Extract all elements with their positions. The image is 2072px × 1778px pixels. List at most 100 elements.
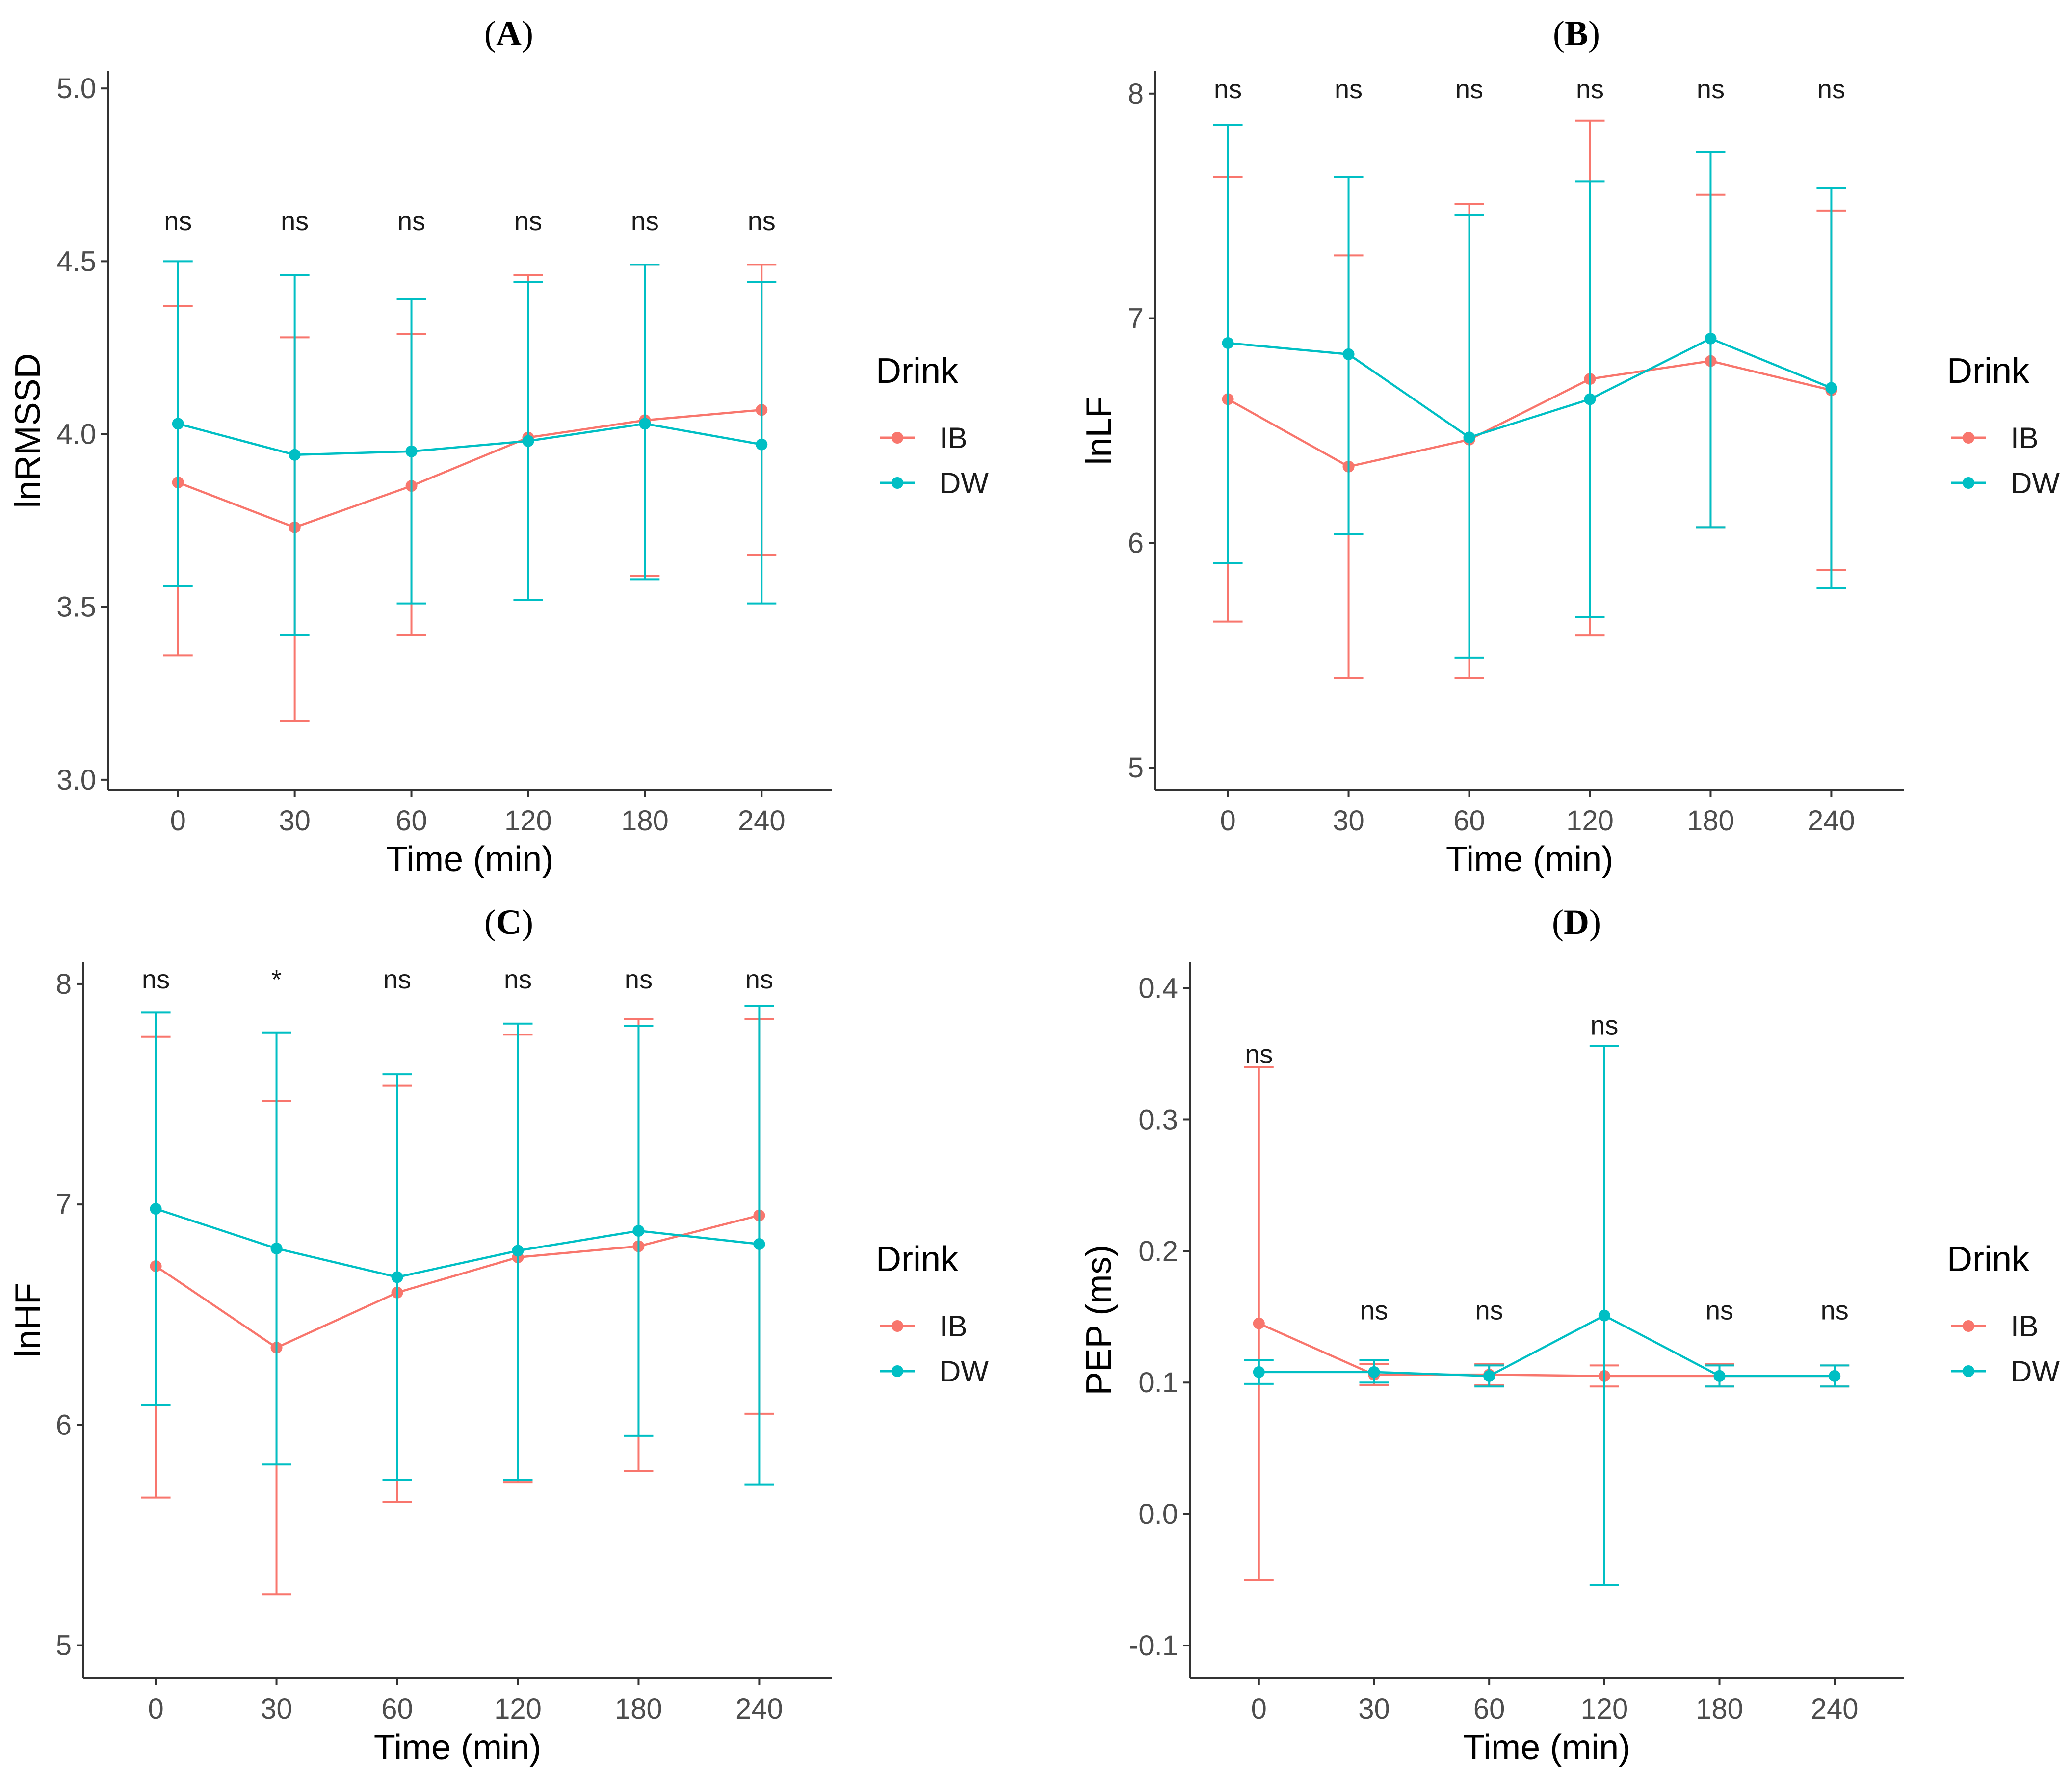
data-point <box>1584 393 1596 405</box>
legend: Drink IB DW <box>1947 351 2060 500</box>
y-tick-label: 7 <box>56 1189 72 1221</box>
legend-key-point <box>1963 1365 1974 1377</box>
significance-label: ns <box>631 207 659 236</box>
series-line <box>1259 1314 1835 1378</box>
data-point <box>1705 332 1717 345</box>
y-tick-label: 4.0 <box>56 419 96 451</box>
y-axis-title: lnHF <box>8 1283 48 1357</box>
data-point <box>1829 1370 1841 1382</box>
x-tick-label: 0 <box>1251 1693 1267 1725</box>
data-point <box>172 418 184 430</box>
y-tick-label: 0.2 <box>1138 1235 1178 1267</box>
legend-label: DW <box>940 467 989 500</box>
x-tick-label: 180 <box>621 805 669 837</box>
significance-label: ns <box>281 207 309 236</box>
chart-panel-d: (D) -0.1 0.0 0.1 0.2 0.3 0.4 0 30 60 120 180 240 Time… <box>1079 902 2060 1767</box>
x-tick-label: 240 <box>735 1693 783 1725</box>
data-point <box>1463 431 1475 444</box>
y-tick-label: 7 <box>1128 303 1144 335</box>
significance-label: ns <box>1455 75 1483 104</box>
significance-label: ns <box>514 207 542 236</box>
x-axis-title: Time (min) <box>386 840 553 879</box>
series-ib <box>1244 1066 1850 1581</box>
y-tick-label: 3.0 <box>56 764 96 796</box>
significance-label: ns <box>164 207 192 236</box>
data-point <box>1713 1370 1726 1382</box>
x-tick-label: 60 <box>381 1693 413 1725</box>
significance-label: ns <box>1245 1039 1273 1069</box>
panel-title: (A) <box>484 14 533 53</box>
x-tick-label: 30 <box>1333 805 1364 837</box>
legend-title: Drink <box>1947 351 2030 391</box>
legend-key-point <box>892 1365 903 1377</box>
data-point <box>405 445 418 457</box>
series-line <box>155 1214 760 1349</box>
x-tick-label: 30 <box>1358 1693 1390 1725</box>
significance-label: ns <box>504 965 532 994</box>
x-tick-label: 240 <box>738 805 786 837</box>
x-tick-label: 0 <box>170 805 186 837</box>
x-tick-label: 240 <box>1811 1693 1859 1725</box>
significance-label: ns <box>1697 75 1725 104</box>
y-tick-label: 0.3 <box>1138 1104 1178 1136</box>
significance-label: ns <box>383 965 411 994</box>
legend-title: Drink <box>1947 1240 2030 1279</box>
data-point <box>1598 1309 1610 1322</box>
series-ib <box>1213 119 1846 679</box>
series-ib <box>141 1018 774 1596</box>
significance-label: ns <box>625 965 653 994</box>
legend: Drink IB DW <box>876 1240 989 1388</box>
series-dw <box>1244 1045 1850 1586</box>
y-tick-label: 0.4 <box>1138 973 1178 1005</box>
y-tick-label: 8 <box>56 968 72 1000</box>
panel-title: (C) <box>484 902 533 942</box>
x-tick-label: 0 <box>148 1693 163 1725</box>
y-tick-label: 0.1 <box>1138 1367 1178 1399</box>
data-point <box>289 449 301 461</box>
y-axis-title: PEP (ms) <box>1079 1245 1119 1396</box>
legend-label: DW <box>2011 1355 2060 1388</box>
data-point <box>1342 348 1355 360</box>
panel-letter: C <box>496 902 522 942</box>
x-axis-title: Time (min) <box>1463 1728 1630 1767</box>
y-tick-label: 5 <box>1128 752 1144 784</box>
data-point <box>1253 1366 1265 1378</box>
data-point <box>753 1238 765 1250</box>
series-line <box>155 1208 760 1278</box>
legend: Drink IB DW <box>1947 1240 2060 1388</box>
x-tick-label: 30 <box>261 1693 292 1725</box>
data-point <box>1368 1366 1380 1378</box>
significance-label: ns <box>1335 75 1363 104</box>
y-axis-title: lnRMSSD <box>8 353 48 508</box>
x-axis-title: Time (min) <box>1446 840 1613 879</box>
x-tick-label: 120 <box>494 1693 542 1725</box>
legend-title: Drink <box>876 1240 959 1279</box>
y-tick-label: -0.1 <box>1129 1630 1178 1662</box>
data-point <box>639 418 651 430</box>
legend-key-point <box>1963 1320 1974 1332</box>
legend-key-point <box>892 432 903 444</box>
y-tick-label: 0.0 <box>1138 1498 1178 1530</box>
data-point <box>150 1203 162 1215</box>
series-line <box>1228 337 1832 439</box>
x-tick-label: 60 <box>1453 805 1485 837</box>
significance-label: * <box>271 965 282 994</box>
data-point <box>756 438 768 451</box>
y-tick-label: 3.5 <box>56 591 96 623</box>
legend-label: DW <box>940 1355 989 1388</box>
series-line <box>178 423 762 456</box>
legend-key-point <box>892 1320 903 1332</box>
data-point <box>1253 1317 1265 1329</box>
x-tick-label: 120 <box>1580 1693 1628 1725</box>
data-point <box>522 435 534 447</box>
significance-label: ns <box>1360 1296 1388 1326</box>
panel-title: (D) <box>1552 902 1601 942</box>
legend-label: IB <box>2011 1310 2039 1343</box>
x-tick-label: 0 <box>1220 805 1235 837</box>
legend-key-point <box>892 477 903 489</box>
series-line <box>1258 1322 1835 1378</box>
significance-label: ns <box>748 207 776 236</box>
legend-label: IB <box>2011 422 2039 454</box>
x-tick-label: 60 <box>395 805 427 837</box>
